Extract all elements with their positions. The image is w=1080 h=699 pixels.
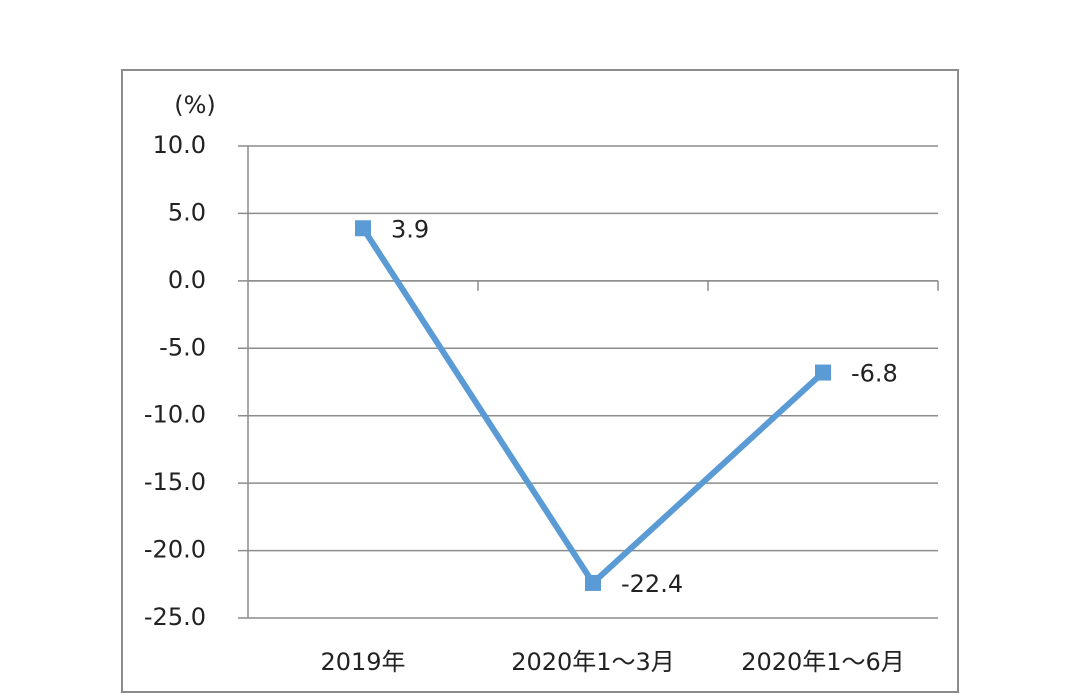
x-tick-label: 2019年 bbox=[320, 648, 405, 676]
y-tick-label: -15.0 bbox=[144, 468, 206, 496]
marker bbox=[355, 220, 371, 237]
y-tick-label: 10.0 bbox=[153, 131, 206, 159]
x-tick-label: 2020年1～3月 bbox=[511, 648, 675, 676]
marker bbox=[815, 364, 831, 381]
y-tick-label: -25.0 bbox=[144, 603, 206, 631]
y-tick-label: -5.0 bbox=[159, 333, 206, 361]
y-tick-label: -10.0 bbox=[144, 401, 206, 429]
x-tick-label: 2020年1～6月 bbox=[741, 648, 905, 676]
chart-frame bbox=[121, 69, 959, 693]
marker bbox=[585, 574, 601, 591]
y-tick-label: 5.0 bbox=[168, 198, 206, 226]
y-axis-label: (%) bbox=[174, 91, 216, 119]
data-label: -22.4 bbox=[621, 570, 683, 598]
data-label: 3.9 bbox=[391, 215, 429, 243]
y-tick-label: -20.0 bbox=[144, 536, 206, 564]
data-label: -6.8 bbox=[851, 360, 898, 388]
y-tick-label: 0.0 bbox=[168, 266, 206, 294]
